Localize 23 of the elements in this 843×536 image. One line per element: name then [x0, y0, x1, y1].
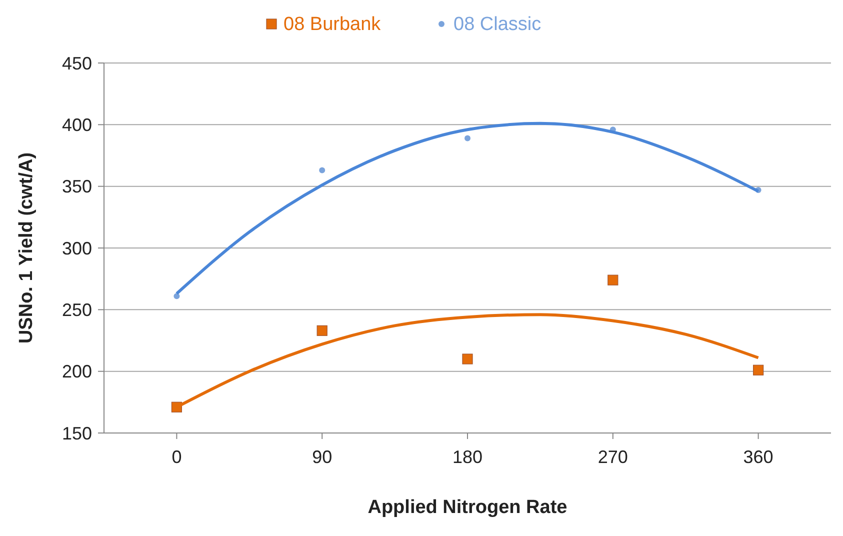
point: [753, 364, 764, 376]
y-tick-label: 300: [62, 238, 92, 258]
y-tick-label: 250: [62, 300, 92, 320]
point: [319, 167, 326, 174]
y-tick-label: 450: [62, 53, 92, 74]
y-tick-label: 150: [62, 423, 92, 444]
x-tick-label: 180: [452, 447, 483, 467]
point: [174, 293, 180, 300]
legend-label: 08 Burbank: [284, 14, 382, 35]
point: [464, 135, 470, 142]
y-tick-label: 350: [62, 176, 92, 197]
point: [316, 325, 328, 336]
y-axis-title: USNo. 1 Yield (cwt/A): [16, 152, 37, 344]
x-tick-label: 270: [598, 447, 628, 467]
x-tick-label: 90: [312, 447, 332, 467]
point: [462, 354, 473, 364]
point: [608, 274, 618, 286]
x-tick-label: 360: [743, 447, 774, 467]
x-axis-title: Applied Nitrogen Rate: [368, 497, 568, 518]
x-tick-label: 0: [172, 447, 182, 467]
y-tick-label: 200: [62, 362, 92, 382]
y-tick-label: 400: [62, 114, 92, 135]
legend-label: 08 Classic: [454, 14, 542, 35]
